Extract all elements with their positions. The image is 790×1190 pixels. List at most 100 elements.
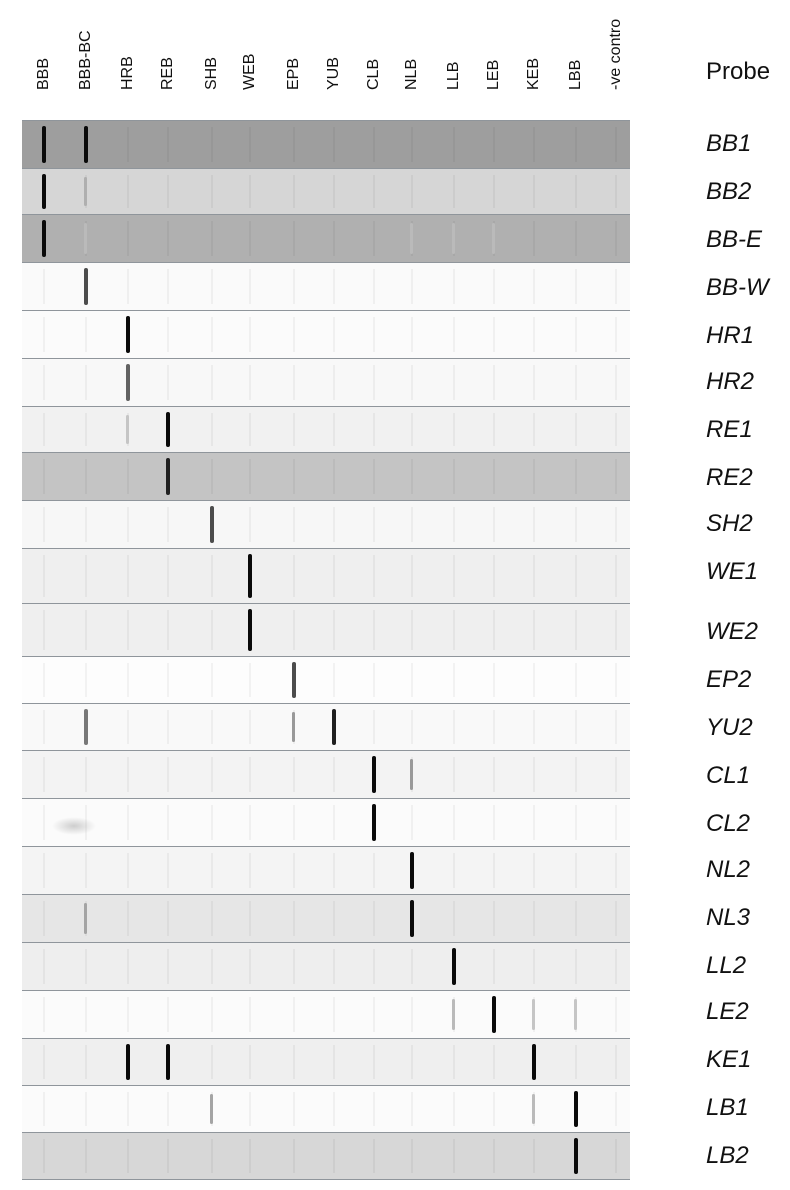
lane-guide-line xyxy=(615,317,617,352)
lane-guide-line xyxy=(293,317,295,352)
lane-guide-line xyxy=(333,949,335,984)
lane-guide-line xyxy=(493,1045,495,1079)
hybridization-band xyxy=(248,554,252,598)
lane-guide-line xyxy=(293,413,295,446)
probe-label-hr2: HR2 xyxy=(706,368,755,395)
lane-guide-line xyxy=(211,853,213,888)
lane-guide-line xyxy=(373,175,375,208)
lane-guide-line xyxy=(293,221,295,256)
lane-guide-line xyxy=(43,949,45,984)
hybridization-band xyxy=(410,852,414,889)
lane-guide-line xyxy=(575,555,577,597)
lane-guide-line xyxy=(211,757,213,792)
lane-guide-line xyxy=(373,1092,375,1126)
lane-guide-line xyxy=(533,507,535,542)
probe-label-hr1: HR1 xyxy=(706,322,755,349)
lane-guide-line xyxy=(333,610,335,650)
probe-strip-cl1 xyxy=(22,750,630,798)
lane-guide-line xyxy=(127,269,129,304)
lane-guide-line xyxy=(293,507,295,542)
lane-guide-line xyxy=(493,1139,495,1173)
lane-guide-line xyxy=(249,901,251,936)
lane-guide-line xyxy=(127,805,129,840)
lane-guide-line xyxy=(575,127,577,162)
probe-strip-hr1 xyxy=(22,310,630,358)
hybridization-band xyxy=(210,506,214,543)
lane-guide-line xyxy=(373,127,375,162)
lane-guide-line xyxy=(127,1092,129,1126)
lane-guide-line xyxy=(85,663,87,697)
lane-guide-line xyxy=(453,757,455,792)
lane-guide-line xyxy=(85,949,87,984)
hybridization-band xyxy=(410,223,413,254)
lane-guide-line xyxy=(333,365,335,400)
lane-guide-line xyxy=(211,127,213,162)
lane-guide-line xyxy=(249,507,251,542)
lane-guide-line xyxy=(453,1092,455,1126)
lane-guide-line xyxy=(333,269,335,304)
lane-guide-line xyxy=(249,365,251,400)
lane-guide-line xyxy=(533,127,535,162)
lane-guide-line xyxy=(533,269,535,304)
lane-guide-line xyxy=(249,1092,251,1126)
lane-guide-line xyxy=(85,365,87,400)
lane-guide-line xyxy=(85,997,87,1032)
hybridization-band xyxy=(84,709,88,745)
lane-guide-line xyxy=(127,127,129,162)
lane-guide-line xyxy=(249,1139,251,1173)
lane-guide-line xyxy=(211,949,213,984)
lane-guide-line xyxy=(615,997,617,1032)
lane-guide-line xyxy=(85,610,87,650)
hybridization-band xyxy=(532,999,535,1030)
lane-guide-line xyxy=(211,221,213,256)
lane-guide-line xyxy=(249,317,251,352)
lane-guide-line xyxy=(127,555,129,597)
probe-label-yu2: YU2 xyxy=(706,714,753,741)
lane-guide-line xyxy=(493,365,495,400)
lane-guide-line xyxy=(293,269,295,304)
lane-guide-line xyxy=(293,610,295,650)
lane-guide-line xyxy=(293,997,295,1032)
lane-guide-line xyxy=(373,317,375,352)
lane-guide-line xyxy=(411,175,413,208)
lane-guide-line xyxy=(293,1092,295,1126)
lane-guide-line xyxy=(493,949,495,984)
lane-guide-line xyxy=(211,1139,213,1173)
lane-guide-line xyxy=(293,949,295,984)
lane-guide-line xyxy=(85,805,87,840)
lane-guide-line xyxy=(493,663,495,697)
lane-guide-line xyxy=(615,901,617,936)
hybridization-band xyxy=(452,948,456,985)
lane-guide-line xyxy=(127,1139,129,1173)
hybridization-band xyxy=(84,268,88,305)
probe-label-bb1: BB1 xyxy=(706,130,752,157)
lane-guide-line xyxy=(575,901,577,936)
lane-guide-line xyxy=(333,507,335,542)
lane-guide-line xyxy=(43,757,45,792)
lane-guide-line xyxy=(453,853,455,888)
lane-guide-line xyxy=(453,1045,455,1079)
lane-guide-line xyxy=(615,610,617,650)
lane-guide-line xyxy=(411,663,413,697)
hybridization-band xyxy=(126,415,129,444)
lane-guide-line xyxy=(127,901,129,936)
probe-strip-ll2 xyxy=(22,942,630,990)
probe-label-cl1: CL1 xyxy=(706,762,751,789)
lane-guide-line xyxy=(575,413,577,446)
lane-guide-line xyxy=(43,1139,45,1173)
lane-guide-line xyxy=(43,317,45,352)
lane-guide-line xyxy=(249,710,251,744)
lane-guide-line xyxy=(211,901,213,936)
lane-guide-line xyxy=(211,459,213,494)
lane-guide-line xyxy=(533,1139,535,1173)
lane-guide-line xyxy=(453,413,455,446)
lane-guide-line xyxy=(43,365,45,400)
hybridization-band xyxy=(532,1044,536,1080)
probe-label-nl3: NL3 xyxy=(706,904,751,931)
lane-guide-line xyxy=(453,317,455,352)
lane-guide-line xyxy=(43,507,45,542)
probe-label-bb2: BB2 xyxy=(706,178,752,205)
lane-guide-line xyxy=(211,317,213,352)
lane-guide-line xyxy=(43,663,45,697)
hybridization-band xyxy=(372,804,376,841)
